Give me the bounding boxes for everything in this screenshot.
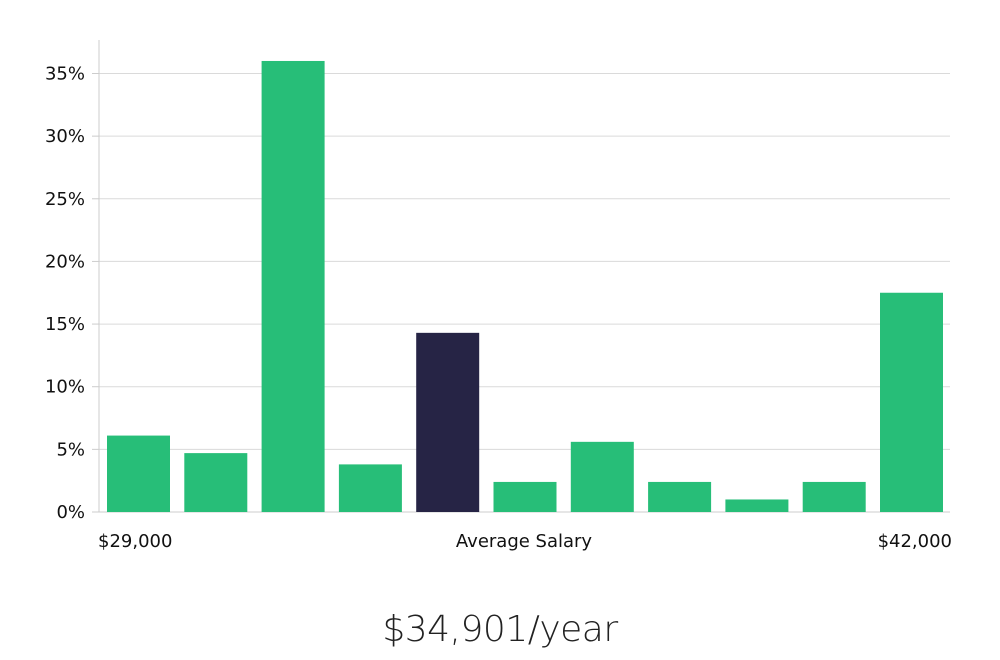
bar-average-salary (416, 332, 480, 512)
bar (880, 292, 943, 512)
y-axis-ticks: 0% 5% 10% 15% 20% 25% 30% 35% (45, 64, 85, 524)
x-label-min: $29,000 (98, 531, 172, 552)
y-tick-label: 35% (45, 64, 85, 85)
y-tick-label: 20% (45, 251, 85, 272)
bar (493, 481, 557, 512)
bar (802, 481, 866, 512)
bar (184, 453, 248, 512)
y-tick-label: 10% (45, 377, 85, 398)
bar (338, 464, 402, 512)
y-tick-label: 5% (56, 439, 85, 460)
bar (570, 441, 634, 512)
grid-lines (92, 73, 950, 513)
x-label-max: $42,000 (878, 531, 952, 552)
y-tick-label: 15% (45, 314, 85, 335)
y-tick-label: 25% (45, 189, 85, 210)
bars (107, 60, 943, 512)
salary-histogram-chart: 0% 5% 10% 15% 20% 25% 30% 35% $29,000 Average S… (45, 40, 952, 552)
bar (261, 60, 325, 512)
bar (725, 499, 789, 512)
average-salary-value: $34,901/year (382, 609, 618, 650)
y-tick-label: 0% (56, 502, 85, 523)
y-tick-label: 30% (45, 126, 85, 147)
x-label-center: Average Salary (456, 531, 593, 552)
bar (648, 481, 712, 512)
bar (107, 435, 170, 512)
